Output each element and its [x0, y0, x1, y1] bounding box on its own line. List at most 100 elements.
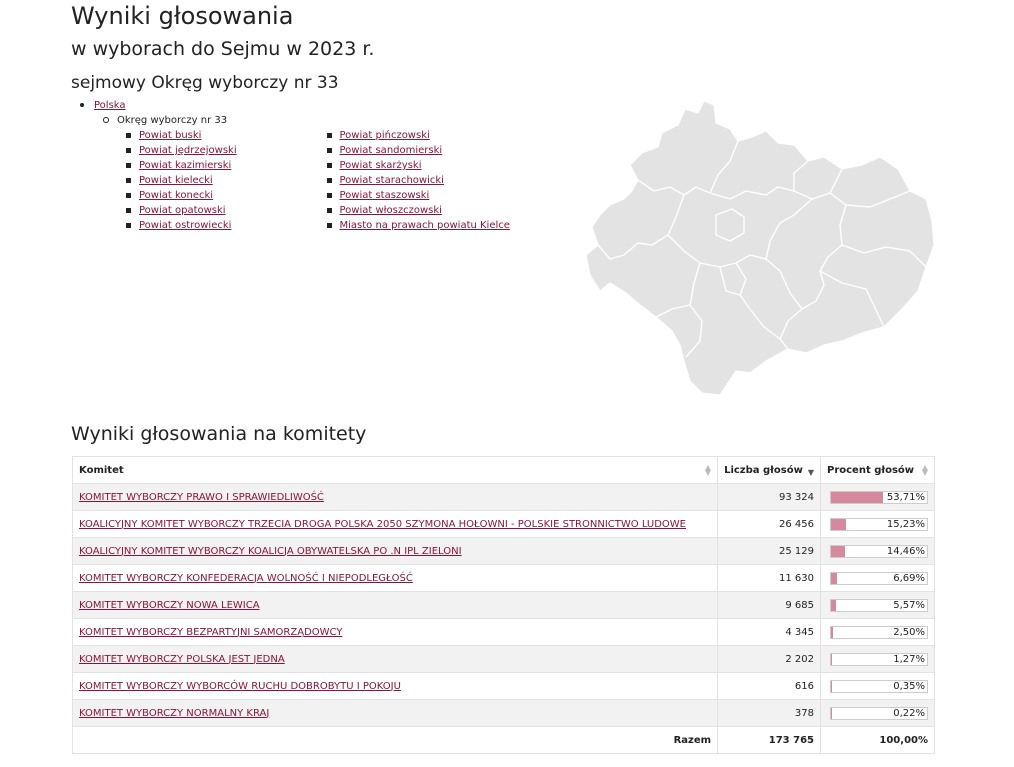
powiat-link[interactable]: Powiat jędrzejowski [139, 145, 237, 156]
votes-cell: 9 685 [717, 591, 821, 619]
powiat-link[interactable]: Powiat sandomierski [339, 145, 443, 156]
committee-link[interactable]: KOMITET WYBORCZY BEZPARTYJNI SAMORZĄDOWC… [79, 626, 343, 638]
map-border [685, 262, 703, 358]
powiat-link[interactable]: Powiat konecki [139, 190, 214, 201]
powiat-link[interactable]: Powiat ostrowiecki [139, 220, 232, 231]
percent-label: 1,27% [893, 653, 925, 665]
column-header-votes[interactable]: Liczba głosów ▼ [717, 456, 821, 484]
table-row: KOMITET WYBORCZY NORMALNY KRAJ 378 0,22% [71, 699, 936, 727]
percent-label: 53,71% [886, 491, 925, 503]
votes-cell: 616 [717, 672, 821, 700]
powiat-link[interactable]: Powiat kazimierski [139, 160, 232, 171]
percent-bar: 2,50% [830, 625, 928, 639]
percent-bar: 15,23% [830, 517, 928, 531]
percent-label: 2,50% [893, 626, 925, 638]
percent-cell: 14,46% [819, 537, 936, 565]
powiat-link[interactable]: Powiat pińczowski [339, 130, 430, 141]
table-row: KOMITET WYBORCZY POLSKA JEST JEDNA 2 202… [71, 645, 936, 673]
powiat-link[interactable]: Powiat staszowski [339, 190, 430, 201]
sort-icon: ▲ ▼ [704, 463, 712, 477]
committee-link[interactable]: KOMITET WYBORCZY NORMALNY KRAJ [79, 707, 270, 719]
percent-cell: 0,22% [819, 699, 936, 727]
map-border [793, 160, 809, 191]
percent-cell: 15,23% [819, 510, 936, 538]
powiat-item: Miasto na prawach powiatu Kielce [326, 218, 541, 233]
map-border [829, 190, 911, 208]
results-header-row: Komitet ▲ ▼ Liczba głosów ▼ Procent głosó… [71, 456, 936, 484]
column-header-label: Liczba głosów [724, 464, 803, 476]
committee-cell: KOMITET WYBORCZY PRAWO I SPRAWIEDLIWOŚĆ [71, 483, 719, 511]
committee-link[interactable]: KOMITET WYBORCZY PRAWO I SPRAWIEDLIWOŚĆ [79, 491, 324, 503]
powiat-link[interactable]: Powiat starachowicki [339, 175, 444, 186]
percent-bar-fill [831, 545, 845, 557]
powiat-item: Powiat włoszczowski [326, 203, 541, 218]
column-header-label: Procent głosów [826, 464, 915, 476]
percent-bar: 1,27% [830, 652, 928, 666]
map-border [655, 304, 691, 318]
percent-bar-fill [831, 518, 846, 530]
map-border [709, 140, 739, 194]
powiat-link[interactable]: Powiat kielecki [139, 175, 213, 186]
votes-cell: 11 630 [717, 564, 821, 592]
powiat-link[interactable]: Powiat buski [139, 130, 202, 141]
powiat-item: Powiat kazimierski [126, 158, 340, 173]
powiat-list: Powiat buski Powiat jędrzejowski Powiat … [70, 128, 540, 233]
committee-cell: KOMITET WYBORCZY KONFEDERACJA WOLNOŚĆ I … [71, 564, 719, 592]
table-row: KOALICYJNY KOMITET WYBORCZY KOALICJA OBY… [71, 537, 936, 565]
powiat-link[interactable]: Powiat opatowski [139, 205, 226, 216]
nav-item-root: Polska [70, 98, 540, 113]
percent-cell: 1,27% [819, 645, 936, 673]
column-header-percent[interactable]: Procent głosów ▲ ▼ [819, 456, 936, 484]
percent-label: 6,69% [893, 572, 925, 584]
committee-link[interactable]: KOALICYJNY KOMITET WYBORCZY TRZECIA DROG… [79, 518, 686, 530]
powiat-link[interactable]: Powiat skarżyski [339, 160, 422, 171]
nav-item-district: Okręg wyborczy nr 33 [70, 113, 540, 128]
committee-link[interactable]: KOMITET WYBORCZY WYBORCÓW RUCHU DOBROBYT… [79, 680, 401, 692]
committee-cell: KOALICYJNY KOMITET WYBORCZY TRZECIA DROG… [71, 510, 719, 538]
powiat-item: Powiat starachowicki [326, 173, 541, 188]
map-region-kielce [715, 208, 745, 242]
percent-bar: 6,69% [830, 571, 928, 585]
powiat-item: Powiat pińczowski [326, 128, 541, 143]
district-title: sejmowy Okręg wyborczy nr 33 [71, 73, 339, 93]
percent-bar-fill [831, 572, 838, 584]
committee-link[interactable]: KOMITET WYBORCZY POLSKA JEST JEDNA [79, 653, 285, 665]
votes-cell: 2 202 [717, 645, 821, 673]
committee-cell: KOMITET WYBORCZY NORMALNY KRAJ [71, 699, 719, 727]
committee-link[interactable]: KOALICYJNY KOMITET WYBORCZY KOALICJA OBY… [79, 545, 462, 557]
percent-label: 15,23% [886, 518, 925, 530]
table-row: KOMITET WYBORCZY NOWA LEWICA 9 685 5,57% [71, 591, 936, 619]
page-title: Wyniki głosowania [71, 2, 294, 30]
percent-label: 14,46% [886, 545, 925, 557]
map-border [597, 194, 685, 260]
committee-cell: KOMITET WYBORCZY BEZPARTYJNI SAMORZĄDOWC… [71, 618, 719, 646]
percent-label: 0,22% [893, 707, 925, 719]
percent-label: 5,57% [893, 599, 925, 611]
map-border [735, 262, 781, 340]
total-row: Razem 173 765 100,00% [71, 726, 936, 754]
committee-link[interactable]: KOMITET WYBORCZY NOWA LEWICA [79, 599, 260, 611]
table-row: KOALICYJNY KOMITET WYBORCZY TRZECIA DROG… [71, 510, 936, 538]
committee-cell: KOALICYJNY KOMITET WYBORCZY KOALICJA OBY… [71, 537, 719, 565]
percent-bar-fill [831, 653, 833, 665]
total-percent: 100,00% [819, 726, 936, 754]
powiat-link[interactable]: Miasto na prawach powiatu Kielce [339, 220, 510, 231]
powiat-item: Powiat skarżyski [326, 158, 541, 173]
percent-bar: 0,35% [830, 679, 928, 693]
percent-bar: 5,57% [830, 598, 928, 612]
total-label: Razem [71, 726, 719, 754]
map-border [765, 198, 813, 260]
sort-icon: ▲ ▼ [921, 463, 928, 477]
committee-link[interactable]: KOMITET WYBORCZY KONFEDERACJA WOLNOŚĆ I … [79, 572, 413, 584]
powiat-link[interactable]: Powiat włoszczowski [339, 205, 442, 216]
percent-bar-fill [831, 491, 883, 503]
votes-cell: 93 324 [717, 483, 821, 511]
results-section-title: Wyniki głosowania na komitety [71, 423, 367, 445]
map-border [709, 186, 795, 200]
votes-cell: 26 456 [717, 510, 821, 538]
region-navigation: Polska Okręg wyborczy nr 33 Powiat buski… [70, 98, 540, 233]
column-header-committee[interactable]: Komitet ▲ ▼ [71, 456, 719, 484]
district-map [580, 95, 940, 400]
percent-cell: 0,35% [819, 672, 936, 700]
nav-link-polska[interactable]: Polska [94, 100, 126, 111]
